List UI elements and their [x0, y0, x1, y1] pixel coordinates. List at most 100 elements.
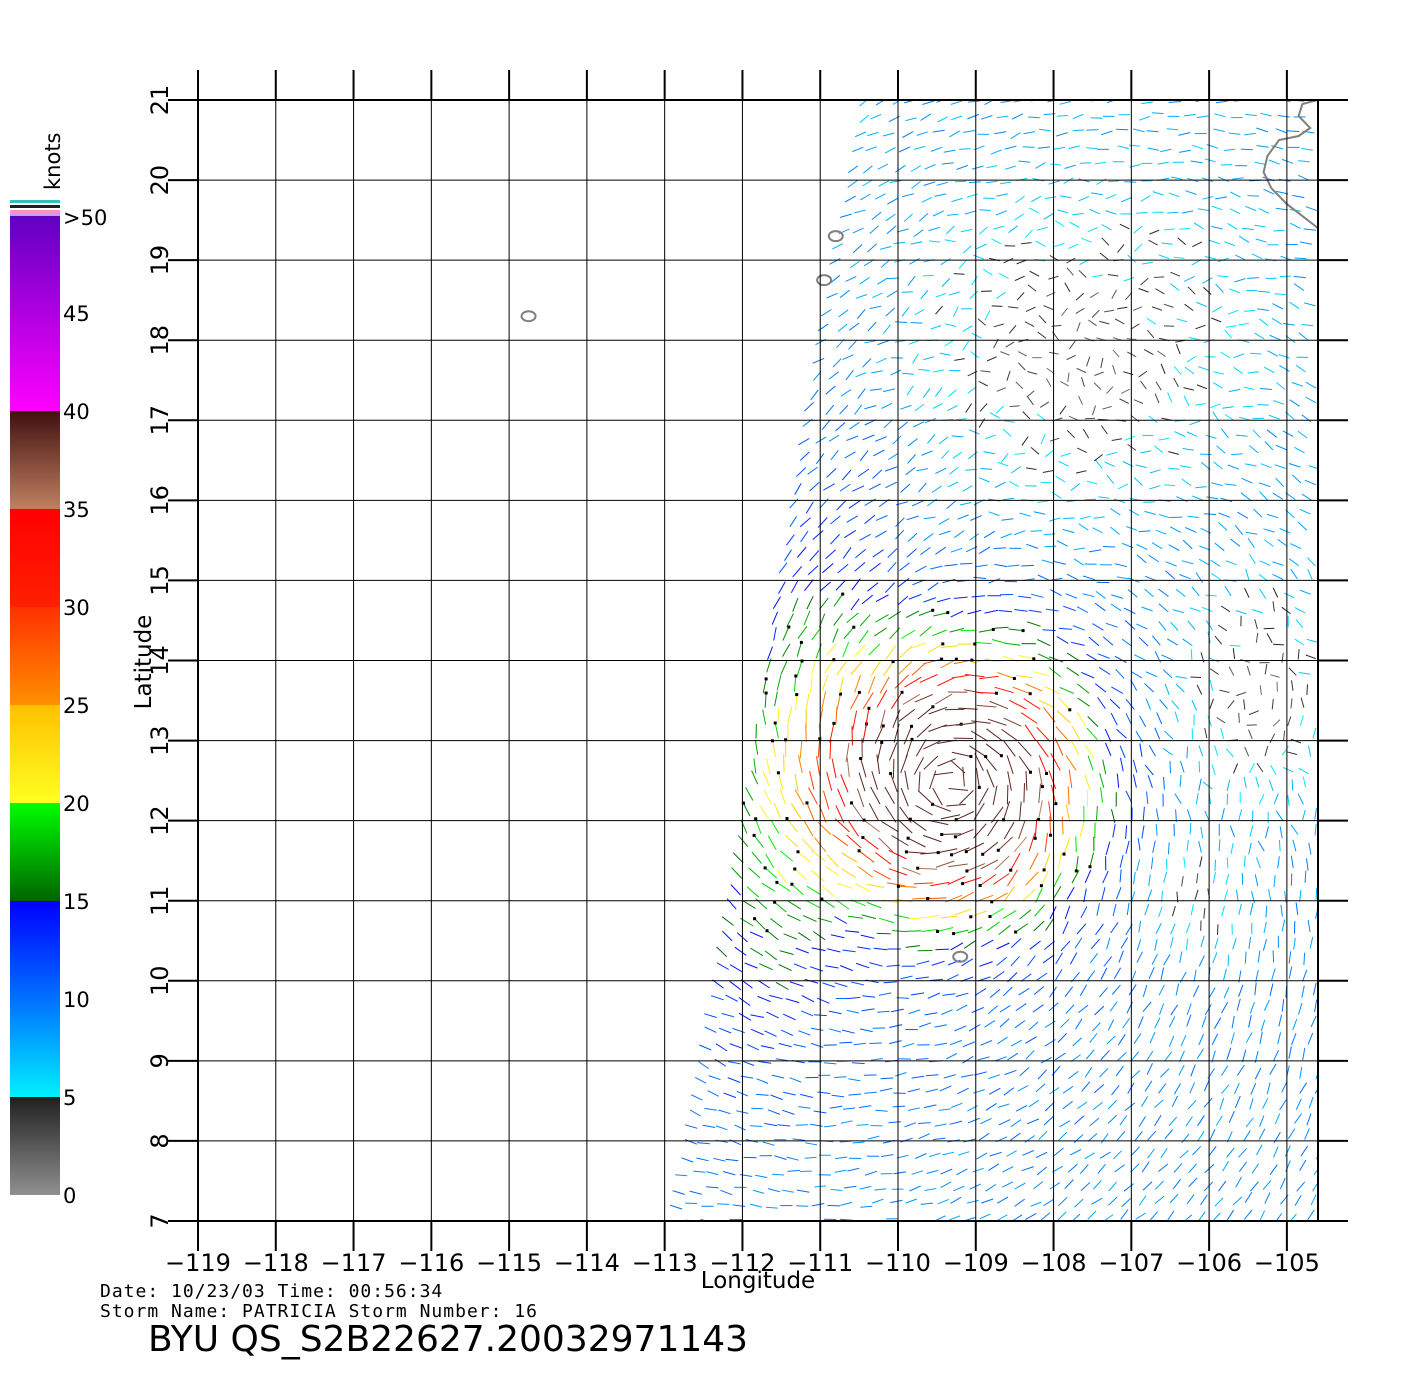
wind-vector [738, 997, 751, 1007]
wind-vector [1198, 761, 1201, 773]
rain-flag-marker [906, 836, 910, 840]
wind-vector [1170, 1004, 1179, 1016]
wind-vector [924, 1012, 938, 1016]
wind-vector [1040, 1057, 1052, 1064]
wind-vector [684, 1124, 698, 1129]
wind-vector [846, 515, 859, 523]
wind-vector [1005, 642, 1021, 646]
wind-vector [1187, 620, 1196, 631]
wind-vector [776, 675, 782, 691]
rain-flag-marker [861, 836, 865, 839]
wind-vector [715, 1125, 728, 1131]
rain-flag-marker [793, 867, 797, 871]
wind-vector [762, 1141, 775, 1146]
wind-vector [1174, 793, 1182, 804]
wind-vector [1158, 1083, 1167, 1094]
longitude-tick-label: −105 [1254, 1249, 1320, 1277]
wind-vector [839, 1041, 853, 1044]
latitude-tick-label: 18 [146, 325, 174, 356]
rain-flag-marker [799, 640, 803, 644]
wind-vector [1121, 1198, 1131, 1208]
wind-vector [970, 730, 988, 742]
wind-vector [950, 1102, 963, 1108]
wind-vector [1053, 872, 1062, 888]
wind-vector [1195, 793, 1199, 805]
wind-vector [893, 914, 910, 919]
wind-vector [787, 900, 802, 910]
wind-vector [950, 1196, 962, 1204]
wind-vector [976, 692, 997, 694]
wind-vector [1140, 195, 1151, 202]
wind-vector [874, 1188, 887, 1191]
wind-vector [1025, 1036, 1037, 1044]
wind-vector [851, 485, 865, 492]
wind-vector [1037, 653, 1052, 661]
wind-vector [1267, 350, 1279, 357]
wind-vector [1049, 437, 1060, 442]
wind-vector [1113, 1150, 1122, 1160]
wind-vector [935, 860, 955, 868]
wind-vector [903, 726, 912, 745]
wind-vector [791, 883, 804, 896]
wind-vector [1048, 667, 1062, 678]
wind-vector [966, 842, 985, 853]
wind-vector [1003, 1087, 1015, 1096]
wind-vector [1036, 726, 1051, 742]
wind-vector [897, 228, 909, 233]
latitude-tick-label: 17 [146, 405, 174, 436]
wind-vector [1282, 430, 1294, 437]
wind-vector [1262, 1097, 1269, 1109]
wind-vector [1168, 1016, 1176, 1028]
wind-vector [938, 436, 949, 445]
wind-vector [1050, 753, 1061, 771]
wind-vector [841, 469, 852, 481]
wind-vector [940, 1168, 953, 1175]
wind-vector [1200, 826, 1204, 839]
wind-vector [850, 692, 860, 710]
colorbar-band [10, 705, 60, 803]
wind-vector [935, 292, 947, 298]
wind-vector [1265, 826, 1269, 839]
wind-vector [1102, 636, 1114, 646]
wind-vector [1290, 824, 1299, 835]
wind-vector [940, 1181, 952, 1189]
wind-vector [793, 1043, 806, 1048]
wind-vector [1011, 113, 1024, 120]
wind-vector [1220, 727, 1225, 739]
wind-vector [1254, 619, 1258, 630]
wind-vector [1144, 1080, 1153, 1092]
wind-vector [1169, 1193, 1179, 1204]
wind-vector [1147, 329, 1155, 339]
wind-vector [1279, 364, 1290, 372]
wind-vector [861, 594, 874, 605]
wind-vector [895, 164, 906, 173]
wind-vector [760, 1045, 775, 1049]
wind-vector [746, 1044, 760, 1051]
wind-vector [1081, 671, 1095, 679]
wind-vector [959, 562, 973, 565]
wind-vector [696, 1157, 709, 1162]
wind-vector [1163, 228, 1175, 231]
wind-vector [1277, 856, 1280, 869]
wind-vector [871, 1198, 884, 1204]
wind-vector [1272, 303, 1284, 310]
rain-flag-marker [787, 625, 791, 629]
wind-vector [851, 802, 864, 820]
wind-vector [1091, 309, 1100, 318]
wind-vector [858, 1105, 872, 1109]
wind-vector [1060, 195, 1072, 199]
wind-vector [1258, 207, 1270, 214]
wind-vector [1110, 922, 1119, 934]
wind-vector [1060, 1018, 1070, 1028]
wind-vector [762, 709, 767, 725]
wind-vector [1112, 903, 1117, 917]
wind-vector [911, 662, 927, 676]
wind-vector [1281, 652, 1284, 663]
wind-vector [1088, 636, 1100, 647]
wind-vector [1219, 1098, 1225, 1110]
wind-vector [1044, 686, 1060, 695]
wind-vector [1228, 132, 1241, 135]
wind-vector [825, 385, 836, 395]
wind-vector [1102, 870, 1109, 884]
wind-vector [1162, 747, 1173, 756]
